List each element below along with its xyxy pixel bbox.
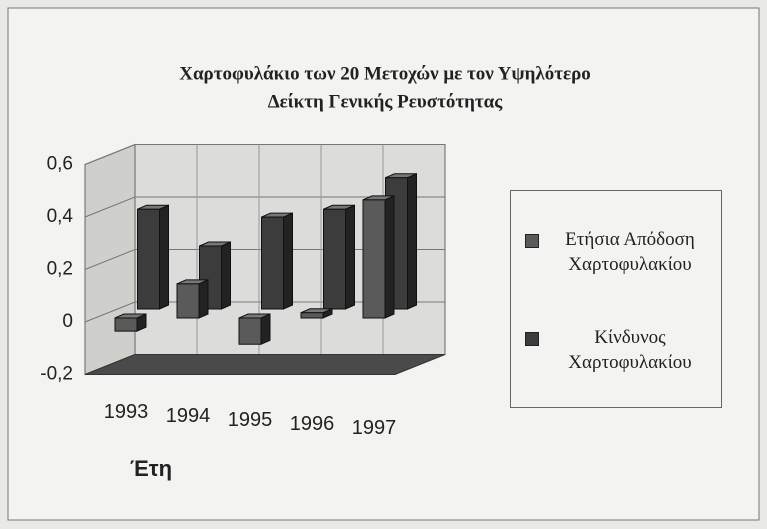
grid-line — [84, 196, 445, 218]
bar — [176, 283, 200, 319]
chart-title: Δείκτη Γενικής Ρευστότητας — [268, 91, 504, 112]
x-axis-title: Έτη — [130, 456, 172, 481]
legend-label: Κίνδυνος Χαρτοφυλακίου — [568, 327, 692, 373]
legend: Ετήσια Απόδοση Χαρτοφυλακίου Κίνδυνος Χαρ… — [510, 190, 722, 408]
bar-side — [198, 279, 209, 319]
legend-entry: Ετήσια Απόδοση Χαρτοφυλακίου — [525, 227, 715, 277]
x-tick-label: 1996 — [290, 413, 335, 435]
grid-line — [84, 144, 445, 165]
legend-swatch — [525, 332, 539, 346]
bar-side — [407, 172, 417, 310]
bar — [323, 208, 346, 310]
floor — [84, 354, 446, 375]
x-tick-label: 1994 — [166, 405, 211, 427]
bar-side — [384, 195, 395, 319]
y-tick-label: 0,4 — [47, 206, 74, 227]
legend-entry: Κίνδυνος Χαρτοφυλακίου — [525, 325, 715, 375]
x-tick-label: 1997 — [352, 417, 397, 439]
bar-side — [260, 313, 271, 346]
bar — [300, 312, 324, 319]
legend-swatch — [525, 234, 539, 248]
bar — [238, 317, 262, 345]
legend-label: Ετήσια Απόδοση Χαρτοφυλακίου — [565, 229, 695, 275]
bar — [362, 199, 386, 319]
bar — [261, 216, 284, 310]
y-tick-label: -0,2 — [40, 364, 73, 385]
x-tick-label: 1995 — [228, 409, 273, 431]
bar-side — [221, 241, 231, 310]
y-tick-label: 0 — [62, 311, 73, 332]
y-tick-label: 0,2 — [47, 259, 73, 280]
y-tick-label: 0,6 — [47, 154, 73, 175]
bar — [114, 317, 138, 332]
bar-side — [159, 204, 169, 310]
chart-title: Χαρτοφυλάκιο των 20 Μετοχών με τον Υψηλό… — [179, 63, 591, 84]
bar-side — [345, 204, 355, 310]
bar — [137, 208, 160, 310]
x-tick-label: 1993 — [104, 401, 149, 423]
bar-side — [283, 212, 293, 310]
